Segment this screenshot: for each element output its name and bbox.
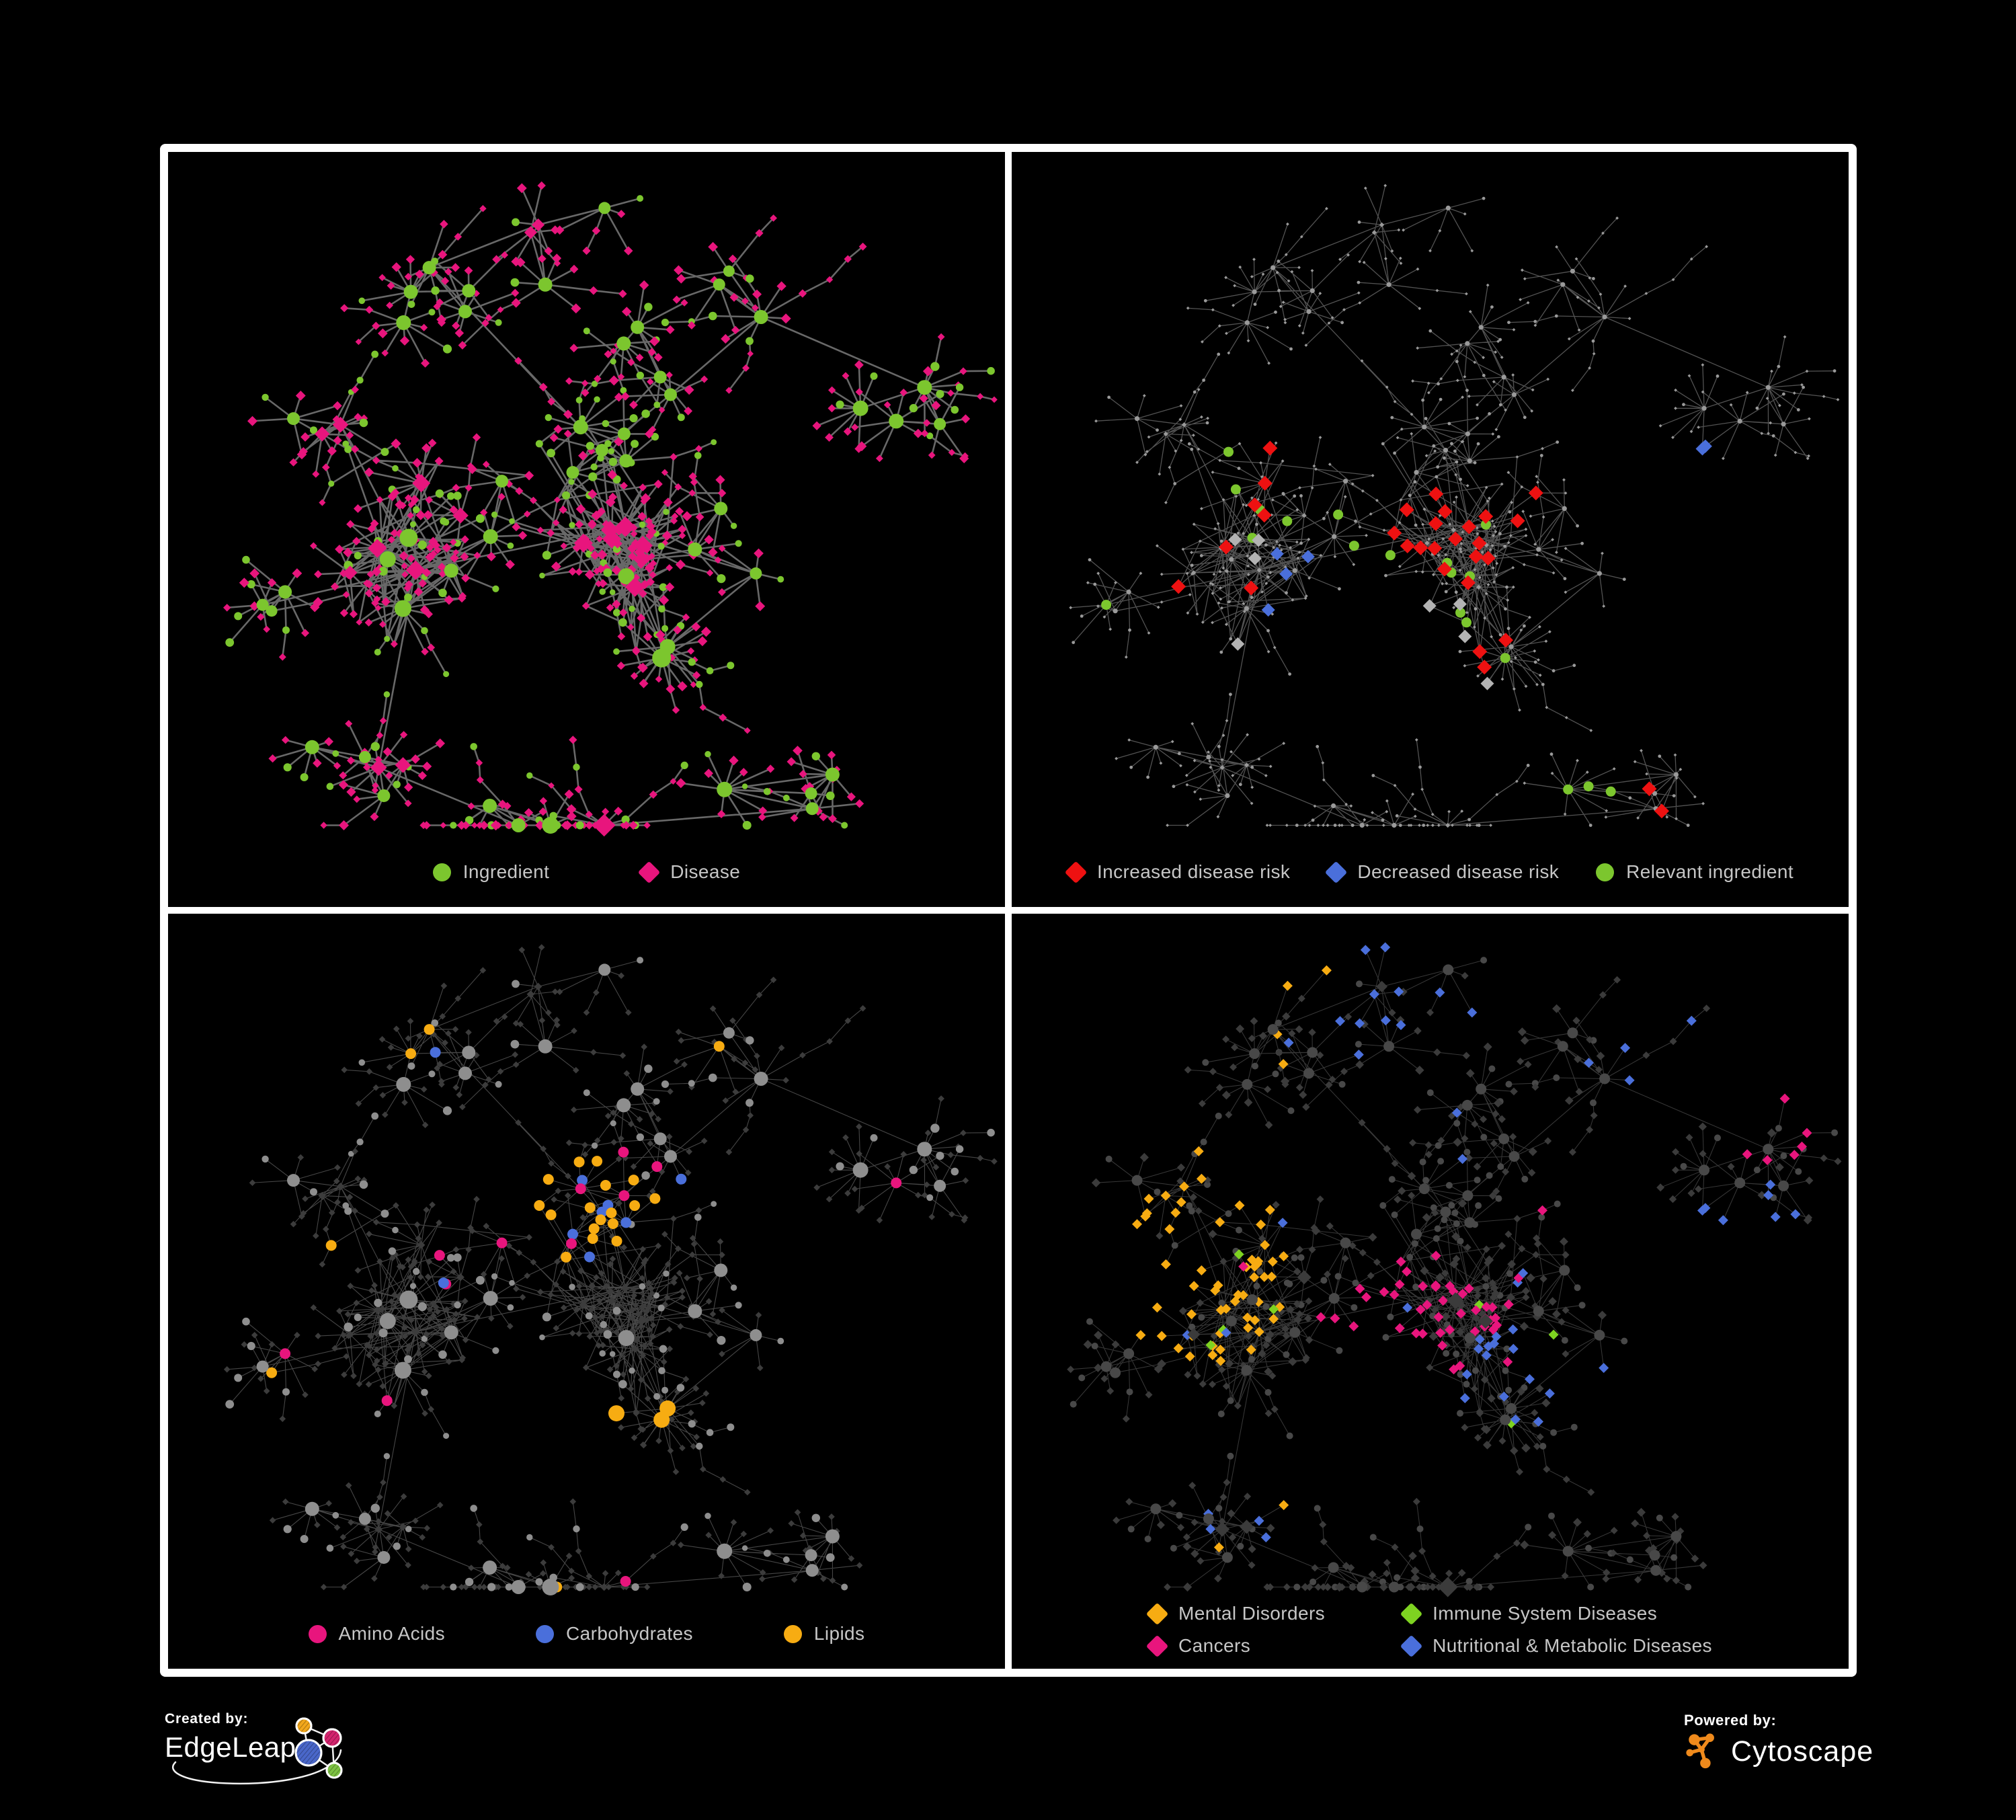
ingredient-categories-network-graph <box>223 944 998 1595</box>
nutritional-metabolic-diseases-diamond-icon <box>1400 1634 1423 1657</box>
legend-item-relevant-ingredient: Relevant ingredient <box>1596 861 1793 883</box>
legend-item-mental-disorders: Mental Disorders <box>1145 1602 1326 1625</box>
disease-diamond-icon <box>637 861 661 883</box>
legend-item-decreased-risk: Decreased disease risk <box>1325 861 1560 883</box>
powered-by-label: Powered by: <box>1684 1712 1777 1729</box>
legend-label: Disease <box>670 861 741 882</box>
legend-item-carbohydrates: Carbohydrates <box>536 1623 693 1645</box>
edgeleap-logo <box>171 1717 343 1785</box>
carbohydrates-circle-icon <box>536 1624 555 1643</box>
amino-acids-circle-icon <box>308 1624 327 1643</box>
legend-item-amino-acids: Amino Acids <box>308 1623 446 1645</box>
legend-label: Nutritional & Metabolic Diseases <box>1433 1635 1712 1656</box>
legend-label: Mental Disorders <box>1178 1603 1326 1624</box>
cancers-diamond-icon <box>1145 1634 1169 1657</box>
figure-grid: Ingredient Disease Increased disease ris… <box>160 144 1857 1677</box>
panel-disease-categories: Mental Disorders Immune System Diseases … <box>1012 914 1849 1669</box>
increased-risk-diamond-icon <box>1064 861 1088 883</box>
legend-item-nutritional-metabolic-diseases: Nutritional & Metabolic Diseases <box>1400 1634 1712 1657</box>
legend-item-disease: Disease <box>637 861 741 883</box>
legend-label: Carbohydrates <box>566 1623 693 1644</box>
legend-label: Cancers <box>1178 1635 1251 1656</box>
edgeleap-wordmark: EdgeLeap <box>165 1731 296 1763</box>
ingredient-disease-network-graph <box>223 181 998 837</box>
legend-disease-categories: Mental Disorders Immune System Diseases … <box>1012 1602 1849 1657</box>
legend-ingredient-categories: Amino Acids Carbohydrates Lipids <box>168 1623 1005 1645</box>
legend-item-ingredient: Ingredient <box>432 861 550 883</box>
legend-label: Immune System Diseases <box>1433 1603 1658 1624</box>
legend-disease-risk: Increased disease risk Decreased disease… <box>1012 861 1849 883</box>
disease-categories-network-graph <box>1067 942 1842 1597</box>
mental-disorders-diamond-icon <box>1145 1602 1169 1625</box>
legend-item-immune-system-diseases: Immune System Diseases <box>1400 1602 1658 1625</box>
panel-ingredient-disease: Ingredient Disease <box>168 152 1005 907</box>
created-by-label: Created by: <box>165 1711 249 1727</box>
legend-label: Decreased disease risk <box>1357 861 1560 882</box>
created-by-block: Created by: EdgeLeap <box>165 1711 360 1792</box>
legend-label: Increased disease risk <box>1096 861 1291 882</box>
legend-label: Lipids <box>813 1623 865 1644</box>
cytoscape-wordmark: Cytoscape <box>1731 1735 1874 1768</box>
legend-ingredient-disease: Ingredient Disease <box>168 861 1005 883</box>
legend-label: Ingredient <box>462 861 550 882</box>
ingredient-circle-icon <box>432 863 451 881</box>
panel-ingredient-categories: Amino Acids Carbohydrates Lipids <box>168 914 1005 1669</box>
legend-item-cancers: Cancers <box>1145 1634 1251 1657</box>
legend-label: Relevant ingredient <box>1626 861 1794 882</box>
cytoscape-logo <box>1686 1733 1714 1769</box>
lipids-circle-icon <box>783 1624 802 1643</box>
powered-by-block: Powered by: Cytoscape <box>1684 1712 1873 1771</box>
legend-label: Amino Acids <box>338 1623 446 1644</box>
legend-item-lipids: Lipids <box>783 1623 865 1645</box>
panel-disease-risk: Increased disease risk Decreased disease… <box>1012 152 1849 907</box>
legend-item-increased-risk: Increased disease risk <box>1064 861 1291 883</box>
decreased-risk-diamond-icon <box>1325 861 1348 883</box>
disease-risk-network-graph <box>1069 184 1840 828</box>
immune-system-diseases-diamond-icon <box>1400 1602 1423 1625</box>
relevant-ingredient-circle-icon <box>1596 863 1615 881</box>
